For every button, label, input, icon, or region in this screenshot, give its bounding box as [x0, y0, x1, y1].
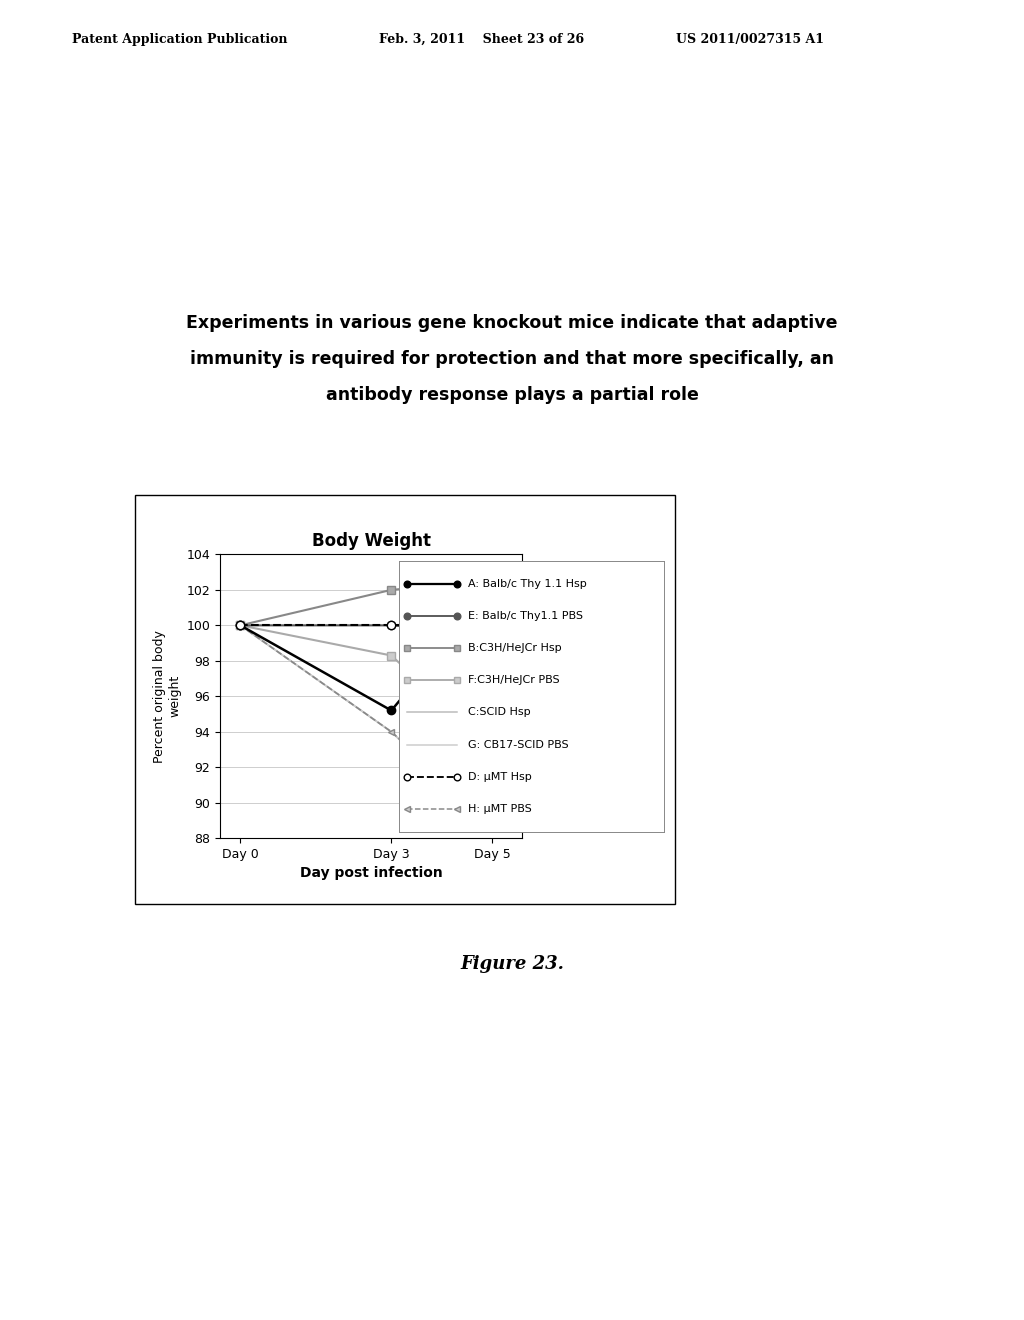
Text: F:C3H/HeJCr PBS: F:C3H/HeJCr PBS — [468, 676, 560, 685]
Text: G: CB17-SCID PBS: G: CB17-SCID PBS — [468, 739, 568, 750]
Text: Patent Application Publication: Patent Application Publication — [72, 33, 287, 46]
Text: Feb. 3, 2011    Sheet 23 of 26: Feb. 3, 2011 Sheet 23 of 26 — [379, 33, 584, 46]
Title: Body Weight: Body Weight — [311, 532, 431, 550]
Text: US 2011/0027315 A1: US 2011/0027315 A1 — [676, 33, 824, 46]
Text: D: μMT Hsp: D: μMT Hsp — [468, 772, 531, 781]
Text: H: μMT PBS: H: μMT PBS — [468, 804, 531, 814]
Y-axis label: Percent original body
weight: Percent original body weight — [153, 630, 181, 763]
Text: B:C3H/HeJCr Hsp: B:C3H/HeJCr Hsp — [468, 643, 562, 653]
Text: E: Balb/c Thy1.1 PBS: E: Balb/c Thy1.1 PBS — [468, 611, 583, 620]
Text: antibody response plays a partial role: antibody response plays a partial role — [326, 385, 698, 404]
Text: Experiments in various gene knockout mice indicate that adaptive: Experiments in various gene knockout mic… — [186, 314, 838, 333]
X-axis label: Day post infection: Day post infection — [300, 866, 442, 880]
Text: A: Balb/c Thy 1.1 Hsp: A: Balb/c Thy 1.1 Hsp — [468, 578, 587, 589]
Text: immunity is required for protection and that more specifically, an: immunity is required for protection and … — [190, 350, 834, 368]
Text: C:SCID Hsp: C:SCID Hsp — [468, 708, 530, 717]
Text: Figure 23.: Figure 23. — [460, 954, 564, 973]
